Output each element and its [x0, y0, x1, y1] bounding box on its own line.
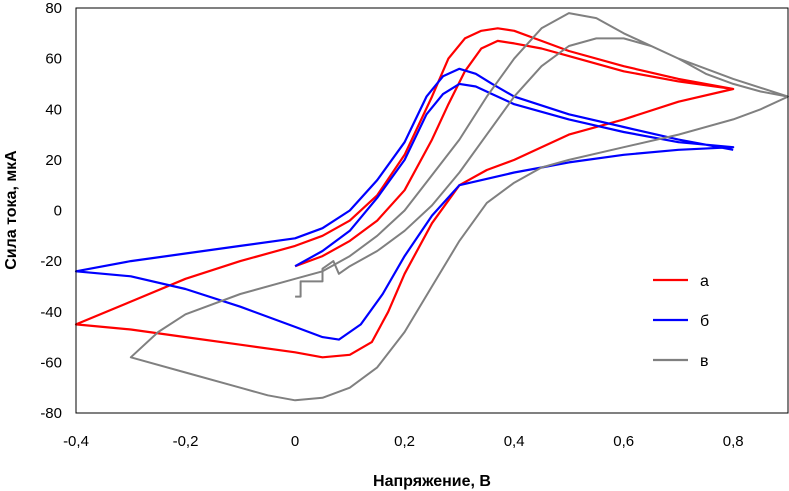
- series-line-1: [74, 27, 735, 359]
- y-tick-label: 80: [45, 0, 62, 17]
- y-tick-label: 40: [45, 101, 62, 118]
- y-tick-label: 0: [54, 203, 62, 220]
- legend-label-3: в: [700, 353, 709, 370]
- x-tick-label: -0,4: [63, 433, 89, 450]
- y-tick-label: -20: [40, 253, 62, 270]
- y-tick-label: -40: [40, 304, 62, 321]
- legend-label-1: а: [700, 273, 709, 290]
- series-line-2: [74, 67, 735, 341]
- x-tick-label: -0,2: [173, 433, 199, 450]
- y-axis-title: Сила тока, мкА: [3, 150, 20, 270]
- series-line-3: [129, 12, 789, 402]
- x-tick-labels: -0,4 -0,2 0 0,2 0,4 0,6 0,8: [63, 433, 744, 450]
- x-axis-title: Напряжение, В: [373, 473, 491, 490]
- y-tick-label: -60: [40, 354, 62, 371]
- x-tick-label: 0,2: [394, 433, 415, 450]
- series-layer: [74, 12, 789, 402]
- y-tick-label: 60: [45, 51, 62, 68]
- plot-frame: [75, 7, 789, 414]
- y-tick-label: -80: [40, 405, 62, 422]
- x-tick-label: 0,8: [723, 433, 744, 450]
- legend-label-2: б: [700, 313, 709, 330]
- y-tick-labels: -80 -60 -40 -20 0 20 40 60 80: [40, 0, 62, 422]
- y-tick-label: 20: [45, 152, 62, 169]
- x-tick-label: 0,6: [613, 433, 634, 450]
- legend: а б в: [653, 273, 709, 370]
- x-tick-label: 0,4: [504, 433, 525, 450]
- x-tick-label: 0: [291, 433, 299, 450]
